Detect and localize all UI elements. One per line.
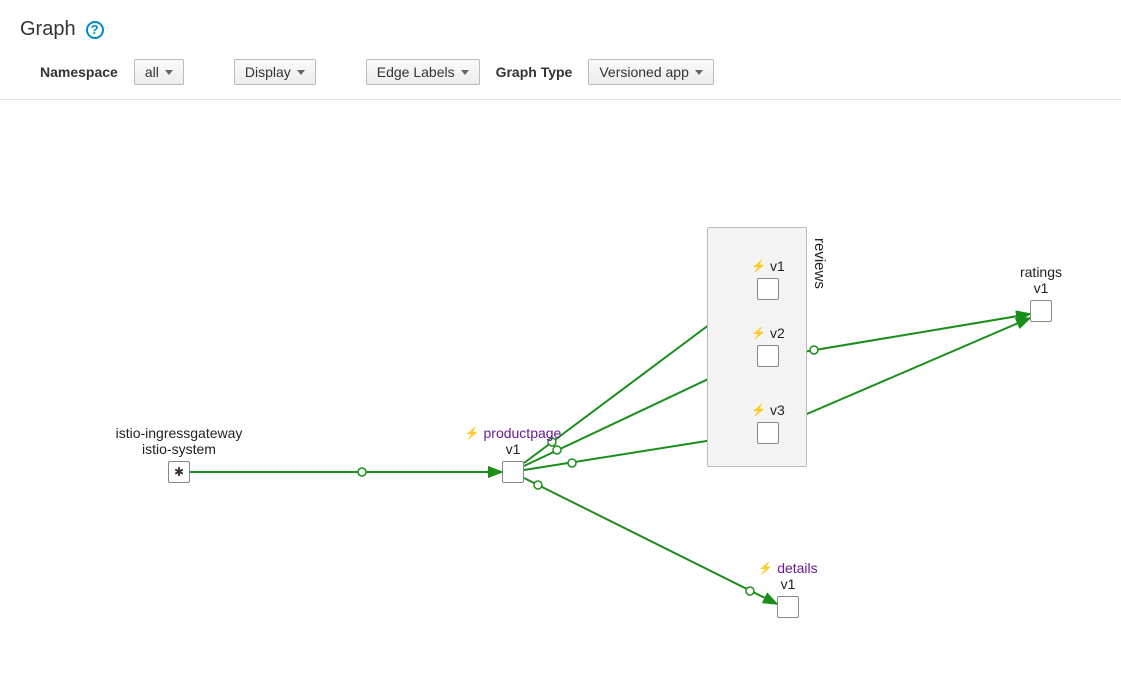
display-dropdown[interactable]: Display bbox=[234, 59, 316, 85]
node-box[interactable] bbox=[757, 345, 779, 367]
node-reviews-v3[interactable]: ⚡ v3 bbox=[757, 422, 779, 444]
gateway-icon: ✱ bbox=[174, 465, 184, 479]
node-label: ⚡ productpagev1 bbox=[465, 425, 562, 457]
node-ratings[interactable]: ratingsv1 bbox=[1030, 300, 1052, 322]
node-box[interactable] bbox=[757, 422, 779, 444]
edge-labels-label: Edge Labels bbox=[377, 64, 455, 80]
node-reviews-v2[interactable]: ⚡ v2 bbox=[757, 345, 779, 367]
node-box[interactable]: ✱ bbox=[168, 461, 190, 483]
graph-type-dropdown[interactable]: Versioned app bbox=[588, 59, 714, 85]
namespace-value: all bbox=[145, 64, 159, 80]
graph-canvas[interactable]: reviews✱istio-ingressgatewayistio-system… bbox=[0, 100, 1121, 660]
node-box[interactable] bbox=[1030, 300, 1052, 322]
toolbar: Namespace all Display Edge Labels Graph … bbox=[0, 41, 1121, 100]
graph-type-value: Versioned app bbox=[599, 64, 689, 80]
node-label: ratingsv1 bbox=[1020, 264, 1062, 296]
page-title: Graph bbox=[20, 18, 76, 41]
group-title: reviews bbox=[811, 238, 828, 289]
chevron-down-icon bbox=[461, 70, 469, 75]
graph-type-label: Graph Type bbox=[496, 64, 573, 80]
node-label: ⚡ v3 bbox=[751, 402, 785, 418]
node-label: ⚡ v2 bbox=[751, 325, 785, 341]
chevron-down-icon bbox=[165, 70, 173, 75]
display-label: Display bbox=[245, 64, 291, 80]
node-box[interactable] bbox=[757, 278, 779, 300]
node-label: ⚡ detailsv1 bbox=[758, 560, 817, 592]
node-label: istio-ingressgatewayistio-system bbox=[116, 425, 243, 457]
node-label: ⚡ v1 bbox=[751, 258, 785, 274]
namespace-label: Namespace bbox=[40, 64, 118, 80]
node-reviews-v1[interactable]: ⚡ v1 bbox=[757, 278, 779, 300]
chevron-down-icon bbox=[695, 70, 703, 75]
node-box[interactable] bbox=[777, 596, 799, 618]
node-productpage[interactable]: ⚡ productpagev1 bbox=[502, 461, 524, 483]
namespace-dropdown[interactable]: all bbox=[134, 59, 184, 85]
help-icon[interactable]: ? bbox=[86, 21, 104, 39]
chevron-down-icon bbox=[297, 70, 305, 75]
node-ingress[interactable]: ✱istio-ingressgatewayistio-system bbox=[168, 461, 190, 483]
node-details[interactable]: ⚡ detailsv1 bbox=[777, 596, 799, 618]
edge-labels-dropdown[interactable]: Edge Labels bbox=[366, 59, 480, 85]
node-box[interactable] bbox=[502, 461, 524, 483]
